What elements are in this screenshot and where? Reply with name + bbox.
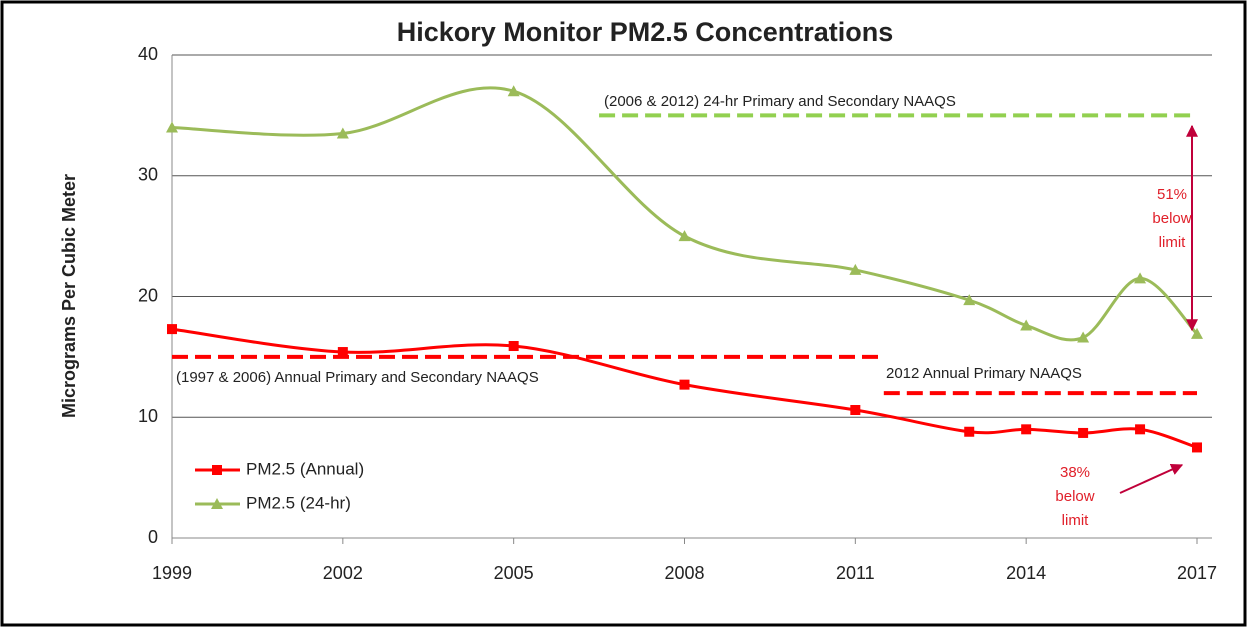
marker: [1191, 327, 1203, 339]
y-tick-label: 40: [138, 44, 158, 64]
legend-marker: [211, 498, 223, 509]
marker: [1135, 424, 1146, 435]
x-tick-label: 2005: [494, 563, 534, 583]
annotation: 51%: [1157, 186, 1187, 203]
annotation: below: [1152, 210, 1191, 227]
chart-title: Hickory Monitor PM2.5 Concentrations: [397, 17, 894, 47]
marker: [679, 379, 690, 390]
annotation: limit: [1159, 234, 1186, 251]
x-tick-label: 2008: [664, 563, 704, 583]
marker: [337, 347, 348, 358]
marker: [963, 294, 976, 306]
marker: [1077, 331, 1090, 343]
marker: [507, 85, 520, 97]
x-tick-label: 2017: [1177, 563, 1217, 583]
marker: [508, 341, 519, 352]
marker: [849, 263, 862, 275]
series-line: [171, 86, 1199, 342]
marker: [678, 230, 691, 242]
x-tick-label: 2002: [323, 563, 363, 583]
y-tick-label: 0: [148, 527, 158, 547]
marker: [850, 405, 861, 416]
y-tick-label: 20: [138, 285, 158, 305]
annotation: 38%: [1060, 464, 1090, 481]
reference-label: (2006 & 2012) 24-hr Primary and Secondar…: [604, 93, 956, 110]
marker: [167, 324, 177, 335]
legend-marker: [212, 465, 222, 475]
marker: [1020, 319, 1033, 331]
y-tick-label: 30: [138, 165, 158, 185]
annotation: limit: [1062, 512, 1089, 529]
marker: [166, 121, 178, 133]
x-tick-label: 1999: [152, 563, 192, 583]
marker: [1192, 442, 1202, 453]
x-tick-label: 2014: [1006, 563, 1046, 583]
arrow: [1119, 463, 1184, 494]
marker: [336, 127, 349, 139]
legend-label: PM2.5 (24-hr): [246, 493, 351, 512]
marker: [1021, 424, 1032, 435]
marker: [1078, 427, 1089, 438]
annotation: below: [1055, 488, 1094, 505]
reference-label: 2012 Annual Primary NAAQS: [886, 365, 1082, 382]
y-axis-label: Micrograms Per Cubic Meter: [59, 174, 79, 418]
y-tick-label: 10: [138, 406, 158, 426]
marker: [964, 426, 975, 437]
marker: [1134, 272, 1147, 284]
legend-label: PM2.5 (Annual): [246, 459, 364, 478]
x-tick-label: 2011: [836, 563, 875, 583]
reference-label: (1997 & 2006) Annual Primary and Seconda…: [176, 369, 539, 386]
